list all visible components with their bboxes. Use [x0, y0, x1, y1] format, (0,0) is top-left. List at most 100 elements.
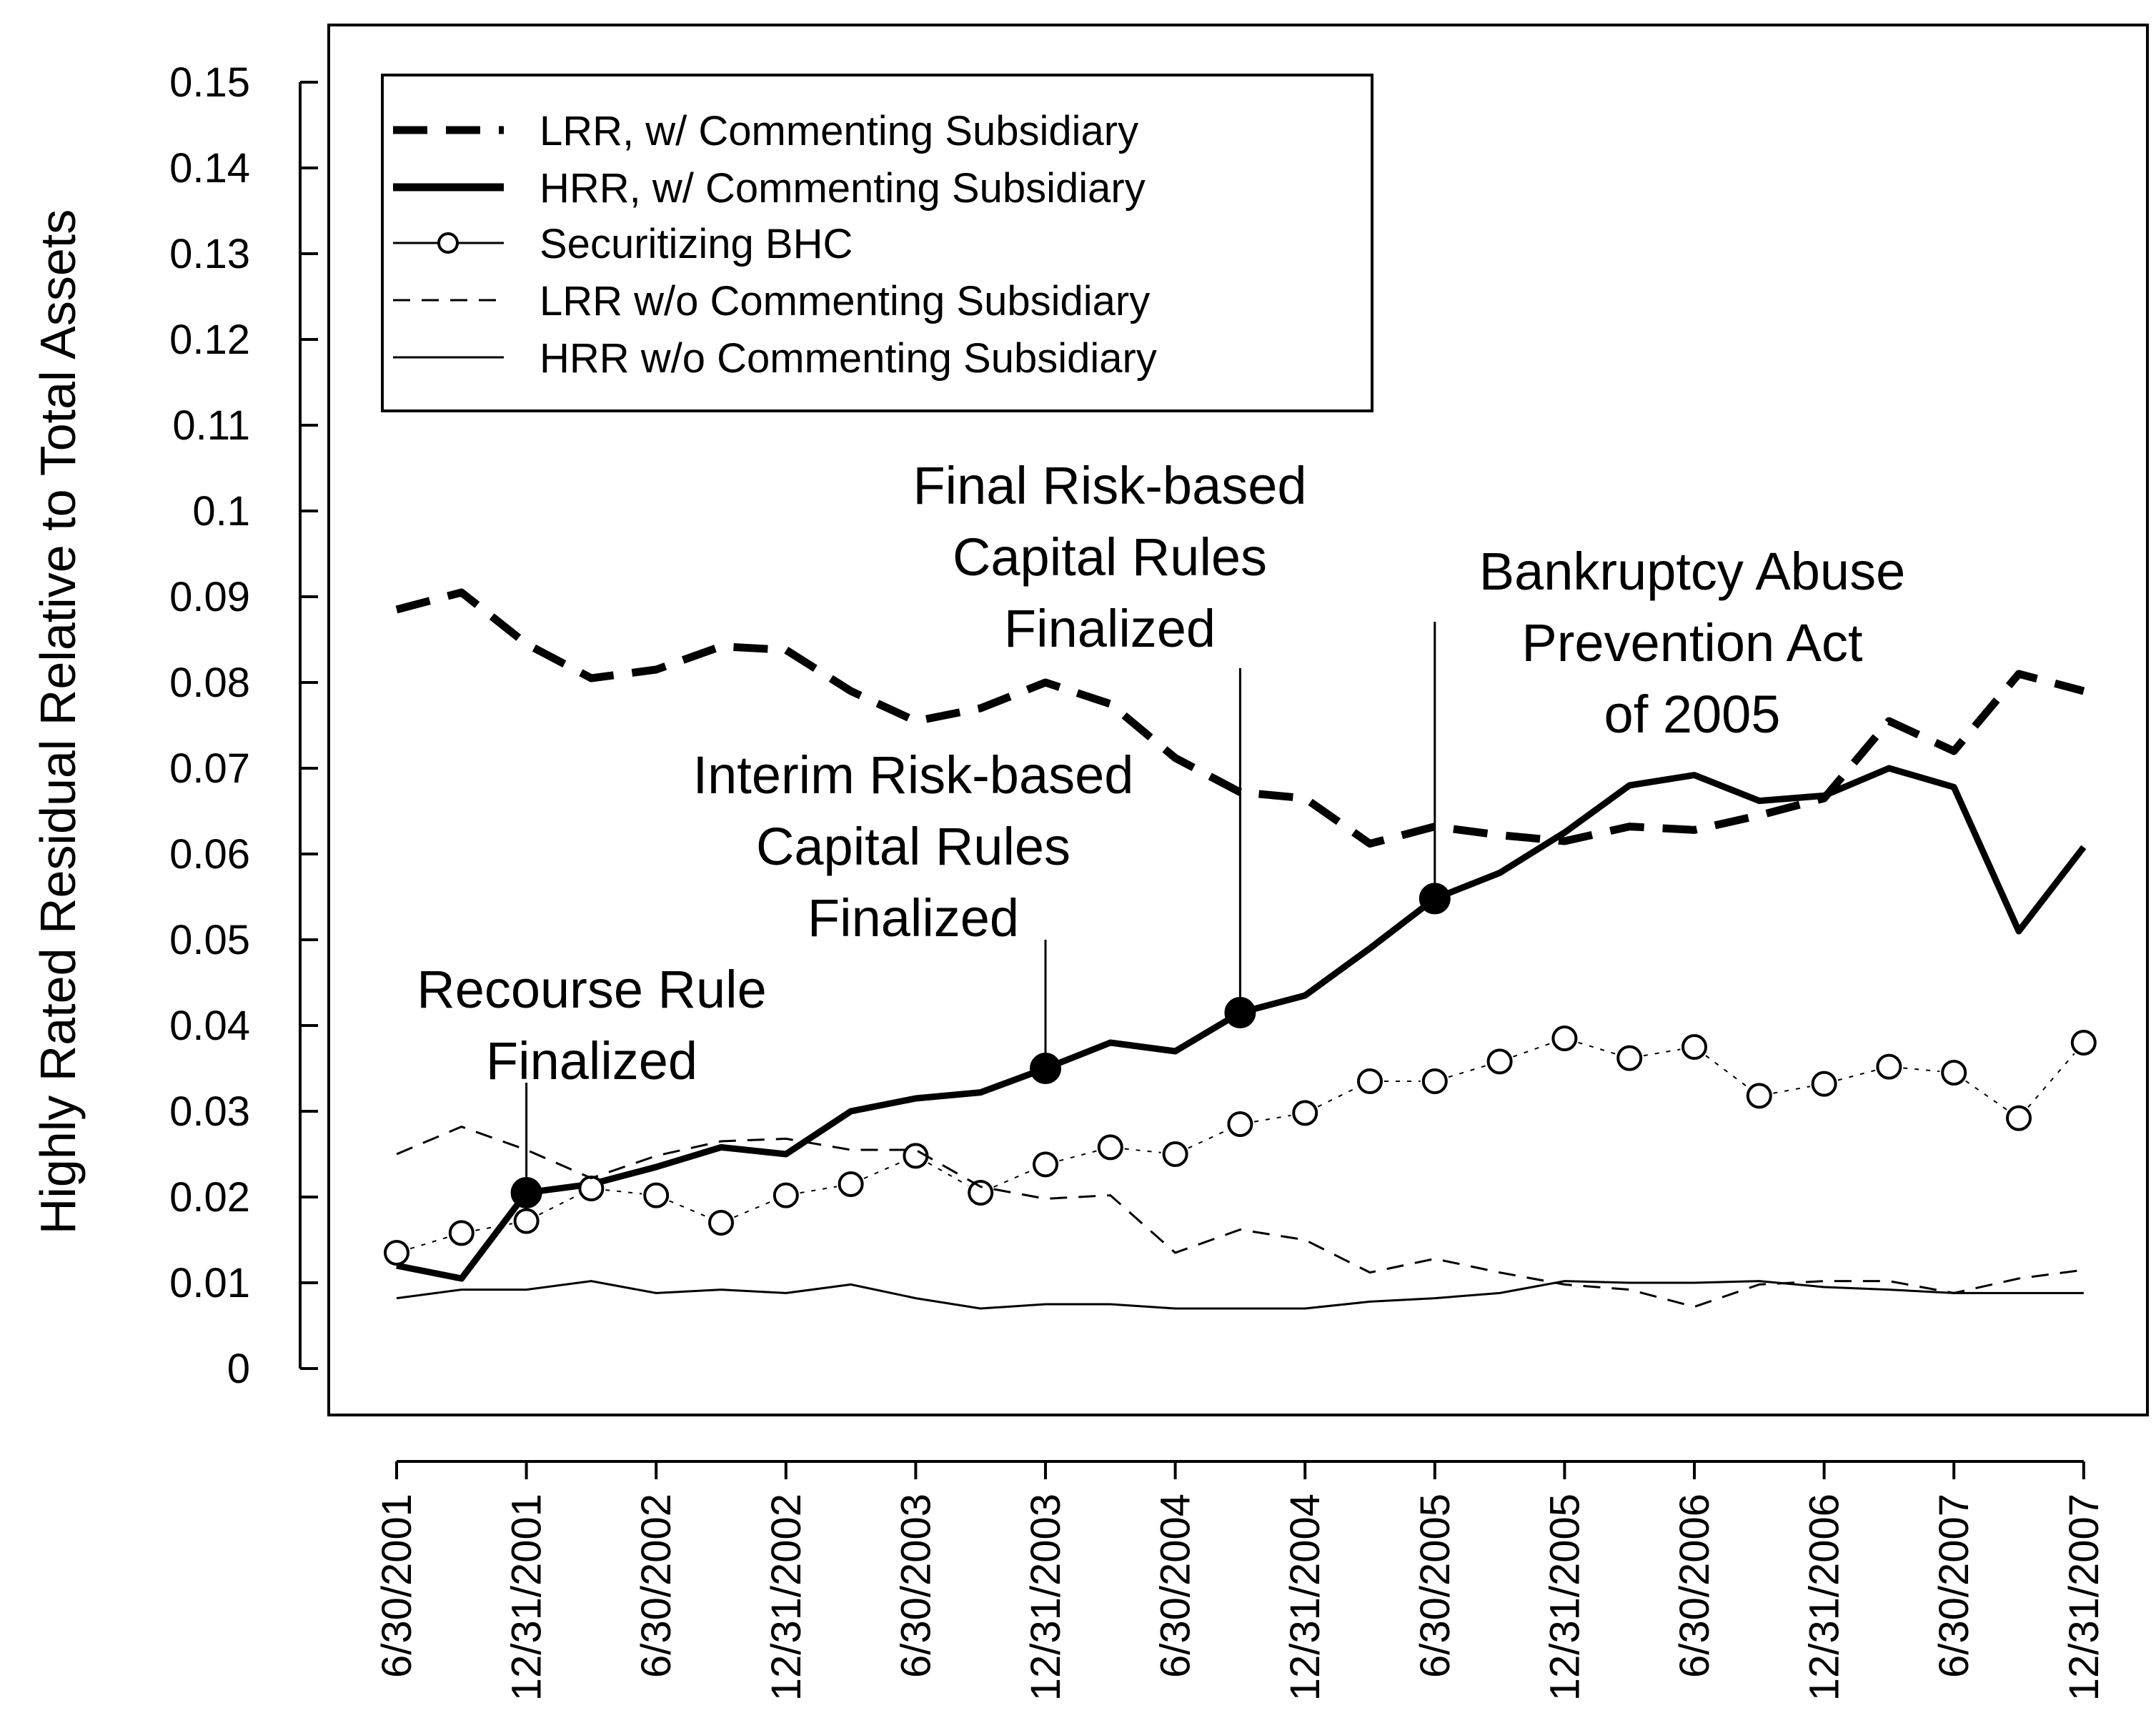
x-tick-label: 6/30/2004 [1153, 1494, 1199, 1678]
data-point-securitizing-bhc [513, 1208, 540, 1234]
event-marker [1030, 1053, 1061, 1084]
annotation-text: of 2005 [1604, 685, 1781, 744]
series-connector-securitizing-bhc [993, 1169, 1033, 1188]
data-point-securitizing-bhc [1292, 1100, 1318, 1126]
x-tick-label: 12/31/2007 [2061, 1494, 2107, 1701]
series-connector-securitizing-bhc [863, 1161, 903, 1179]
y-tick-label: 0.08 [169, 660, 250, 706]
annotation-text: Prevention Act [1521, 613, 1863, 672]
y-tick-label: 0.15 [169, 59, 250, 106]
y-tick-label: 0.11 [172, 402, 250, 449]
series-connector-securitizing-bhc [2027, 1053, 2075, 1108]
data-point-securitizing-bhc [1162, 1141, 1188, 1167]
y-tick-label: 0.07 [169, 745, 250, 792]
annotation-text: Recourse Rule [417, 960, 766, 1019]
series-connector-securitizing-bhc [734, 1200, 773, 1218]
data-point-securitizing-bhc [1616, 1045, 1643, 1071]
data-point-securitizing-bhc [448, 1220, 475, 1246]
annotation-text: Finalized [1004, 599, 1216, 658]
data-point-securitizing-bhc [1421, 1068, 1448, 1094]
x-tick-label: 6/30/2002 [633, 1494, 680, 1678]
series-connector-securitizing-bhc [1317, 1086, 1358, 1108]
event-marker [510, 1177, 542, 1208]
series-connector-securitizing-bhc [1965, 1080, 2008, 1111]
series-connector-securitizing-bhc [1837, 1069, 1876, 1081]
series-connector-securitizing-bhc [1513, 1042, 1551, 1058]
x-tick-label: 12/31/2003 [1023, 1494, 1069, 1701]
y-tick-label: 0.04 [169, 1003, 250, 1049]
series-connector-securitizing-bhc [1643, 1048, 1681, 1057]
y-tick-label: 0 [227, 1346, 250, 1392]
legend-label-hrr-without-subsidiary: HRR w/o Commenting Subsidiary [540, 335, 1157, 382]
data-point-securitizing-bhc [384, 1240, 409, 1266]
legend: LRR, w/ Commenting Subsidiary HRR, w/ Co… [381, 74, 1373, 412]
annotation-text: Capital Rules [953, 527, 1267, 587]
data-point-securitizing-bhc [903, 1143, 929, 1169]
y-tick-label: 0.03 [169, 1088, 250, 1135]
series-connector-securitizing-bhc [539, 1194, 579, 1216]
event-marker [1419, 883, 1451, 915]
data-point-securitizing-bhc [1033, 1151, 1058, 1178]
x-tick-label: 12/31/2005 [1541, 1494, 1588, 1701]
y-tick-label: 0.1 [192, 488, 250, 535]
data-point-securitizing-bhc [2006, 1105, 2032, 1131]
legend-box [381, 74, 1373, 412]
series-connector-securitizing-bhc [1448, 1065, 1486, 1078]
annotation-text: Final Risk-based [913, 456, 1306, 515]
y-tick-label: 0.09 [169, 574, 250, 620]
legend-label-lrr-without-subsidiary: LRR w/o Commenting Subsidiary [540, 278, 1150, 324]
x-tick-label: 6/30/2001 [374, 1494, 420, 1678]
x-tick-label: 6/30/2006 [1671, 1494, 1718, 1678]
data-point-securitizing-bhc [1097, 1134, 1123, 1161]
series-connector-securitizing-bhc [1188, 1129, 1228, 1149]
data-point-securitizing-bhc [1357, 1068, 1383, 1094]
y-tick-label: 0.12 [169, 317, 250, 363]
series-connector-securitizing-bhc [1253, 1114, 1291, 1123]
series-connector-securitizing-bhc [669, 1200, 708, 1218]
event-marker [1224, 997, 1256, 1028]
series-connector-securitizing-bhc [409, 1236, 448, 1250]
data-point-securitizing-bhc [838, 1171, 864, 1197]
x-tick-label: 6/30/2005 [1412, 1494, 1459, 1678]
annotations: Recourse Rule Finalized Interim Risk-based… [417, 456, 1905, 1177]
series-connector-securitizing-bhc [1903, 1067, 1940, 1073]
legend-circle-securitizing-bhc [437, 232, 459, 254]
x-tick-label: 6/30/2003 [893, 1494, 939, 1678]
data-point-securitizing-bhc [708, 1210, 734, 1236]
data-point-securitizing-bhc [773, 1182, 799, 1208]
y-tick-label: 0.02 [169, 1174, 250, 1221]
y-tick-label: 0.01 [169, 1260, 250, 1306]
data-point-securitizing-bhc [1746, 1083, 1772, 1109]
annotation-text: Finalized [808, 888, 1019, 948]
y-tick-label: 0.14 [169, 145, 250, 192]
series-connector-securitizing-bhc [605, 1189, 642, 1195]
x-tick-label: 12/31/2006 [1802, 1494, 1848, 1701]
series-line-lrr-w-o-commenting-subsidiary [396, 1126, 2084, 1309]
data-point-securitizing-bhc [1941, 1060, 1967, 1086]
series-connector-securitizing-bhc [1578, 1041, 1616, 1055]
data-point-securitizing-bhc [1551, 1026, 1578, 1051]
annotation-text: Capital Rules [756, 817, 1070, 876]
data-point-securitizing-bhc [578, 1176, 605, 1201]
series-connector-securitizing-bhc [1059, 1150, 1097, 1162]
data-point-securitizing-bhc [1876, 1053, 1902, 1080]
data-point-securitizing-bhc [1486, 1048, 1513, 1075]
data-point-securitizing-bhc [1681, 1034, 1707, 1060]
x-tick-label: 12/31/2004 [1282, 1494, 1328, 1701]
annotation-text: Finalized [486, 1031, 697, 1091]
plot-frame [327, 24, 2149, 1416]
y-tick-label: 0.13 [169, 231, 250, 277]
series-connector-securitizing-bhc [1773, 1086, 1811, 1094]
series-connector-securitizing-bhc [1705, 1055, 1749, 1088]
legend-label-hrr-with-subsidiary: HRR, w/ Commenting Subsidiary [540, 165, 1146, 212]
data-point-securitizing-bhc [643, 1182, 670, 1208]
legend-label-lrr-with-subsidiary: LRR, w/ Commenting Subsidiary [540, 108, 1138, 154]
y-axis-title: Highly Rated Residual Relative to Total … [30, 209, 86, 1234]
series-connector-securitizing-bhc [475, 1223, 513, 1231]
annotation-text: Bankruptcy Abuse [1479, 542, 1905, 601]
data-point-securitizing-bhc [1811, 1071, 1837, 1097]
data-point-securitizing-bhc [2070, 1030, 2097, 1056]
annotation-text: Interim Risk-based [693, 745, 1134, 805]
y-tick-label: 0.06 [169, 831, 250, 878]
